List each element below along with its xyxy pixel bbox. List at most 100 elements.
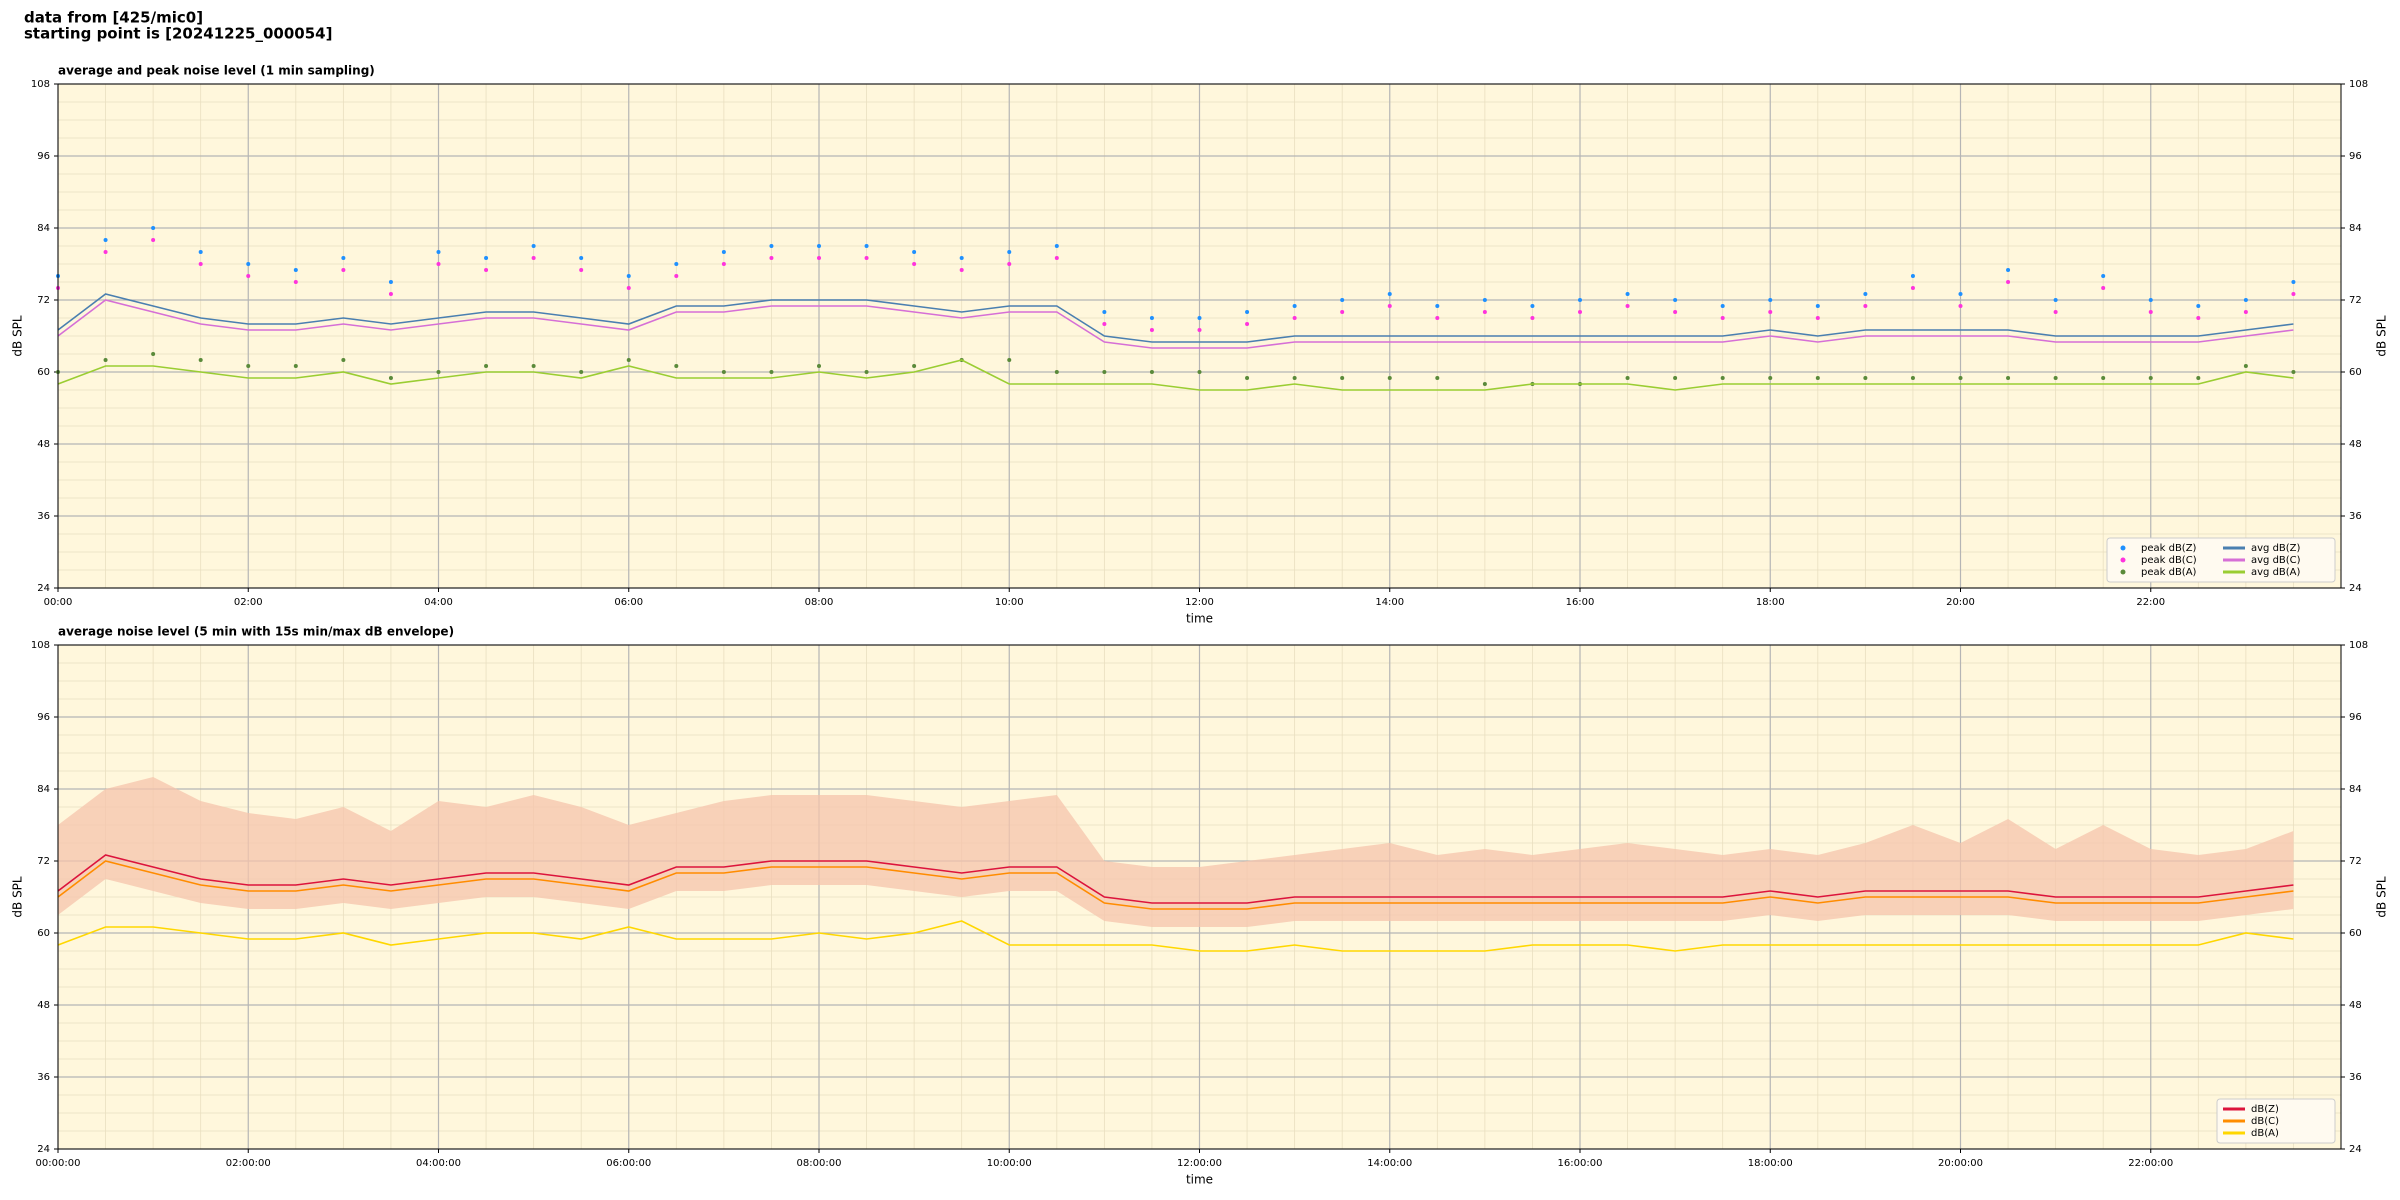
y-axis-label-right: dB SPL [2375, 876, 2389, 918]
peak-point [2291, 370, 2296, 374]
x-tick-label: 06:00:00 [606, 1158, 651, 1169]
peak-point [1197, 328, 1202, 332]
y-axis-label: dB SPL [11, 315, 25, 357]
peak-point [1720, 316, 1725, 320]
x-tick-label: 16:00 [1566, 597, 1595, 608]
peak-point [864, 256, 869, 260]
peak-point [2196, 376, 2201, 380]
x-tick-label: 00:00:00 [36, 1158, 81, 1169]
x-axis-label: time [1186, 1173, 1213, 1187]
y-tick-label: 108 [31, 640, 50, 651]
peak-point [484, 268, 489, 272]
peak-point [1054, 244, 1059, 248]
peak-point [817, 364, 821, 368]
series-line [57, 920, 2294, 952]
y-tick-label-right: 84 [2349, 784, 2362, 795]
peak-point [103, 358, 108, 362]
legend: peak dB(Z)peak dB(C)peak dB(A)avg dB(Z)a… [2106, 537, 2336, 583]
peak-point [1720, 304, 1725, 308]
peak-point [579, 256, 584, 260]
peak-point [1149, 328, 1154, 332]
peak-point [1673, 376, 1678, 380]
y-tick-label-right: 84 [2349, 223, 2362, 234]
peak-point [341, 358, 346, 362]
peak-point [1482, 298, 1487, 302]
y-tick-label: 96 [37, 151, 50, 162]
peak-point [1578, 310, 1582, 314]
peak-point [1197, 370, 1202, 374]
x-tick-label: 18:00:00 [1748, 1158, 1793, 1169]
y-tick-label-right: 96 [2349, 151, 2362, 162]
legend-label: peak dB(Z) [2141, 543, 2197, 554]
y-tick-label: 36 [37, 511, 50, 522]
peak-point [1958, 292, 1963, 296]
legend-label: avg dB(A) [2251, 567, 2301, 578]
peak-point [388, 292, 393, 296]
peak-point [1530, 304, 1535, 308]
y-tick-label: 84 [37, 223, 50, 234]
peak-point [864, 244, 869, 248]
y-axis-label: dB SPL [11, 876, 25, 918]
peak-point [293, 268, 298, 272]
peak-point [1387, 292, 1392, 296]
peak-point [1958, 304, 1963, 308]
peak-point [1197, 316, 1202, 320]
peak-point [817, 256, 821, 260]
peak-point [1482, 382, 1487, 386]
peak-point [1102, 370, 1107, 374]
peak-point [1007, 358, 1012, 362]
legend-label: avg dB(Z) [2251, 543, 2301, 554]
x-tick-label: 16:00:00 [1558, 1158, 1603, 1169]
legend-label: dB(A) [2251, 1128, 2279, 1139]
x-tick-label: 22:00:00 [2128, 1158, 2173, 1169]
legend-label: dB(C) [2251, 1116, 2279, 1127]
peak-point [1292, 376, 1297, 380]
peak-point [1910, 286, 1915, 290]
peak-point [1625, 304, 1630, 308]
y-tick-label-right: 24 [2349, 1144, 2362, 1155]
header-line: data from [425/mic0] [24, 9, 203, 27]
peak-point [1054, 370, 1059, 374]
y-tick-label: 36 [37, 1072, 50, 1083]
peak-point [1482, 310, 1487, 314]
peak-point [579, 268, 584, 272]
y-tick-label-right: 96 [2349, 712, 2362, 723]
peak-point [1387, 376, 1392, 380]
x-tick-label: 02:00 [234, 597, 263, 608]
peak-point [388, 280, 393, 284]
y-tick-label: 24 [37, 1144, 50, 1155]
peak-point [103, 250, 108, 254]
peak-point [2196, 304, 2201, 308]
peak-point [198, 250, 203, 254]
y-tick-label: 60 [37, 928, 50, 939]
peak-point [579, 370, 584, 374]
x-tick-label: 12:00 [1185, 597, 1214, 608]
peak-point [1768, 310, 1773, 314]
peak-point [531, 244, 536, 248]
peak-point [1815, 376, 1820, 380]
peak-point [1292, 304, 1297, 308]
x-tick-label: 08:00 [805, 597, 834, 608]
peak-point [721, 250, 726, 254]
peak-point [293, 364, 298, 368]
legend: dB(Z)dB(C)dB(A) [2216, 1098, 2336, 1144]
x-tick-label: 10:00 [995, 597, 1024, 608]
peak-point [1673, 298, 1678, 302]
peak-point [103, 238, 108, 242]
peak-point [1720, 376, 1725, 380]
y-tick-label: 48 [37, 439, 50, 450]
peak-point [341, 256, 346, 260]
x-tick-label: 20:00:00 [1938, 1158, 1983, 1169]
peak-point [2053, 310, 2058, 314]
peak-point [1007, 262, 1012, 266]
peak-point [1245, 322, 1250, 326]
y-tick-label-right: 72 [2349, 856, 2362, 867]
peak-point [2148, 310, 2153, 314]
peak-point [2243, 364, 2248, 368]
peak-point [1435, 304, 1440, 308]
legend-marker [2120, 557, 2126, 563]
peak-point [388, 376, 393, 380]
peak-point [341, 268, 346, 272]
peak-point [1673, 310, 1678, 314]
peak-point [531, 364, 536, 368]
